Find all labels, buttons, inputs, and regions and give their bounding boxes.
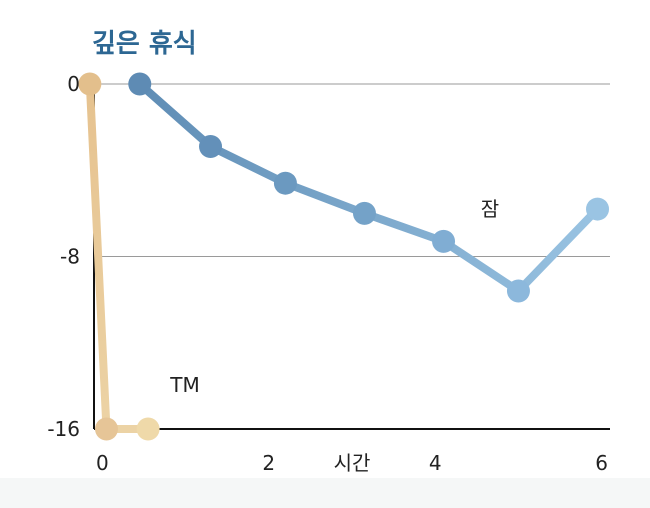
bottom-band (0, 478, 650, 508)
x-tick-label-1: 2 (262, 451, 275, 475)
x-tick-label-3: 6 (595, 451, 608, 475)
data-point-sleep-0 (128, 72, 152, 96)
data-point-tm-1 (94, 417, 118, 441)
series-line-sleep (135, 80, 602, 295)
data-point-sleep-5 (506, 279, 530, 303)
x-tick-label-2: 4 (429, 451, 442, 475)
data-point-sleep-4 (432, 229, 456, 253)
y-tick-label-1: -8 (60, 245, 80, 269)
y-tick-label-0: 0 (67, 72, 80, 96)
data-point-tm-2 (136, 417, 160, 441)
y-tick-label-2: -16 (47, 417, 80, 441)
x-tick-label-0: 0 (96, 451, 109, 475)
annotation-tm: TM (169, 373, 199, 397)
annotation-sleep: 잠 (481, 197, 499, 221)
x-axis-label: 시간 (334, 451, 371, 475)
data-point-sleep-2 (273, 171, 297, 195)
data-point-tm-0 (78, 72, 102, 96)
chart-title: 깊은 휴식 (92, 29, 197, 59)
data-point-sleep-3 (352, 201, 376, 225)
data-point-sleep-6 (586, 197, 610, 221)
data-point-sleep-1 (199, 135, 223, 159)
